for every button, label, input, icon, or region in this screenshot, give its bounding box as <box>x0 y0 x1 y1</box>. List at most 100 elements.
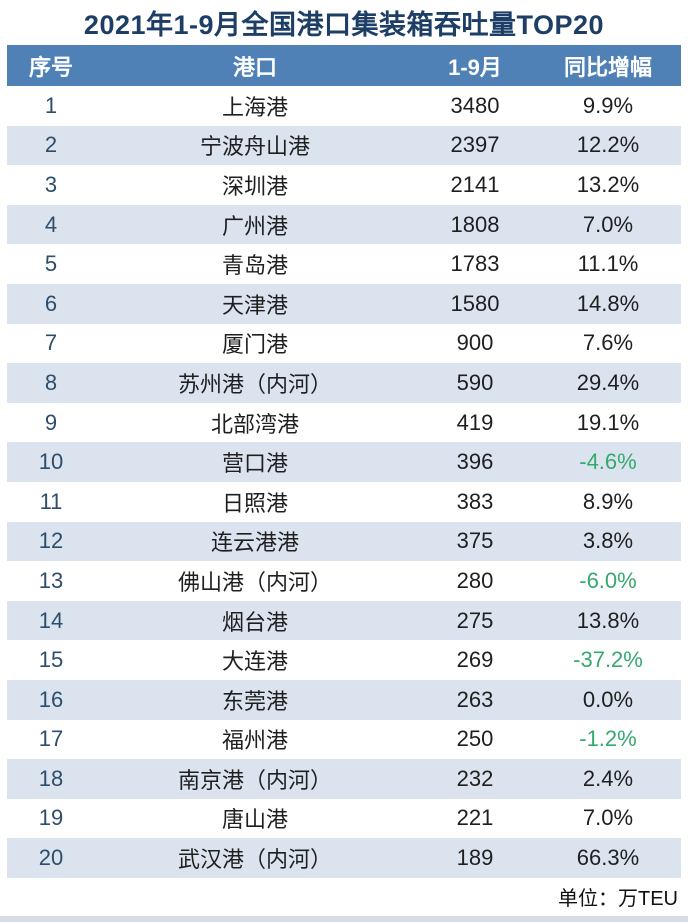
growth-cell: 19.1% <box>576 409 640 435</box>
table-row: 13 佛山港（内河） 280 -6.0% <box>7 561 681 601</box>
value-cell: 2397 <box>450 132 500 158</box>
value-cell: 375 <box>456 528 494 554</box>
ports-table: 序号 港口 1-9月 同比增幅 1 上海港 3480 9.9% 2 宁波舟山港 … <box>7 45 681 878</box>
port-cell: 烟台港 <box>221 609 288 635</box>
rank-cell: 14 <box>38 607 64 633</box>
value-cell: 900 <box>456 330 494 356</box>
growth-cell: 0.0% <box>582 686 634 712</box>
rank-cell: 16 <box>38 686 64 712</box>
rank-cell: 12 <box>38 528 64 554</box>
growth-cell: 7.6% <box>582 330 634 356</box>
bottom-strip <box>0 916 688 922</box>
rank-cell: 6 <box>44 290 58 316</box>
port-cell: 连云港港 <box>210 530 299 556</box>
port-cell: 青岛港 <box>221 253 288 279</box>
table-row: 14 烟台港 275 13.8% <box>7 600 681 641</box>
growth-cell: 8.9% <box>582 488 634 514</box>
value-cell: 3480 <box>450 92 500 118</box>
rank-cell: 8 <box>44 369 58 395</box>
rank-cell: 7 <box>44 330 58 356</box>
rank-cell: 15 <box>38 647 64 673</box>
rank-cell: 5 <box>44 251 58 277</box>
rank-cell: 2 <box>44 132 58 158</box>
column-header-port: 港口 <box>232 54 277 80</box>
table-row: 8 苏州港（内河） 590 29.4% <box>7 363 681 403</box>
port-cell: 厦门港 <box>221 332 288 358</box>
table-row: 10 营口港 396 -4.6% <box>7 442 681 482</box>
value-cell: 1783 <box>450 251 500 277</box>
value-cell: 590 <box>456 369 494 395</box>
rank-cell: 3 <box>44 171 58 197</box>
port-cell: 北部湾港 <box>210 411 299 437</box>
growth-cell: -6.0% <box>579 567 637 593</box>
port-cell: 福州港 <box>221 728 288 754</box>
rank-cell: 17 <box>38 726 64 752</box>
unit-note: 单位：万TEU <box>558 888 678 911</box>
rank-cell: 18 <box>38 765 64 791</box>
growth-cell: 11.1% <box>577 251 639 277</box>
value-cell: 269 <box>456 647 494 673</box>
table-row: 12 连云港港 375 3.8% <box>7 521 681 562</box>
port-cell: 深圳港 <box>221 173 288 199</box>
port-cell: 南京港（内河） <box>177 767 332 793</box>
table-row: 2 宁波舟山港 2397 12.2% <box>7 125 681 166</box>
table-row: 17 福州港 250 -1.2% <box>7 719 681 760</box>
port-cell: 广州港 <box>221 213 288 239</box>
port-cell: 日照港 <box>221 490 288 516</box>
column-header-growth: 同比增幅 <box>563 54 652 80</box>
rank-cell: 11 <box>39 488 63 514</box>
growth-cell: 12.2% <box>576 132 640 158</box>
table-row: 18 南京港（内河） 232 2.4% <box>7 759 681 799</box>
value-cell: 1580 <box>450 290 500 316</box>
growth-cell: 9.9% <box>582 92 634 118</box>
page-title: 2021年1-9月全国港口集装箱吞吐量TOP20 <box>83 10 605 40</box>
value-cell: 2141 <box>450 171 500 197</box>
value-cell: 250 <box>456 726 494 752</box>
table-row: 5 青岛港 1783 11.1% <box>7 244 681 284</box>
column-header-value: 1-9月 <box>448 54 502 80</box>
rank-cell: 10 <box>38 449 64 475</box>
table-row: 19 唐山港 221 7.0% <box>7 798 681 839</box>
value-cell: 419 <box>456 409 494 435</box>
value-cell: 232 <box>456 765 494 791</box>
rank-cell: 19 <box>38 805 64 831</box>
table-row: 3 深圳港 2141 13.2% <box>7 165 681 205</box>
value-cell: 396 <box>456 449 494 475</box>
growth-cell: 7.0% <box>582 211 634 237</box>
port-cell: 苏州港（内河） <box>177 371 332 397</box>
growth-cell: 3.8% <box>582 528 634 554</box>
value-cell: 1808 <box>450 211 500 237</box>
rank-cell: 4 <box>44 211 58 237</box>
rank-cell: 20 <box>38 845 64 871</box>
table-row: 7 厦门港 900 7.6% <box>7 323 681 364</box>
table-row: 1 上海港 3480 9.9% <box>7 86 681 126</box>
growth-cell: 14.8% <box>576 290 640 316</box>
table-row: 6 天津港 1580 14.8% <box>7 283 681 324</box>
growth-cell: -4.6% <box>579 449 637 475</box>
rank-cell: 1 <box>44 92 58 118</box>
rank-cell: 9 <box>44 409 58 435</box>
port-cell: 上海港 <box>221 94 288 120</box>
port-cell: 东莞港 <box>221 688 288 714</box>
value-cell: 275 <box>456 607 494 633</box>
table-row: 20 武汉港（内河） 189 66.3% <box>7 838 681 878</box>
table-row: 9 北部湾港 419 19.1% <box>7 402 681 443</box>
column-header-rank: 序号 <box>28 54 73 80</box>
table-row: 15 大连港 269 -37.2% <box>7 640 681 680</box>
value-cell: 280 <box>456 567 494 593</box>
growth-cell: 13.2% <box>576 171 640 197</box>
port-cell: 武汉港（内河） <box>177 847 332 873</box>
growth-cell: -1.2% <box>579 726 637 752</box>
port-cell: 唐山港 <box>221 807 288 833</box>
growth-cell: -37.2% <box>573 647 643 673</box>
value-cell: 263 <box>456 686 494 712</box>
growth-cell: 29.4% <box>576 369 640 395</box>
table-row: 16 东莞港 263 0.0% <box>7 679 681 720</box>
table-row: 4 广州港 1808 7.0% <box>7 204 681 245</box>
growth-cell: 2.4% <box>582 765 634 791</box>
value-cell: 221 <box>456 805 494 831</box>
table-row: 11 日照港 383 8.9% <box>7 481 681 522</box>
port-cell: 大连港 <box>221 649 288 675</box>
port-cell: 佛山港（内河） <box>177 569 332 595</box>
